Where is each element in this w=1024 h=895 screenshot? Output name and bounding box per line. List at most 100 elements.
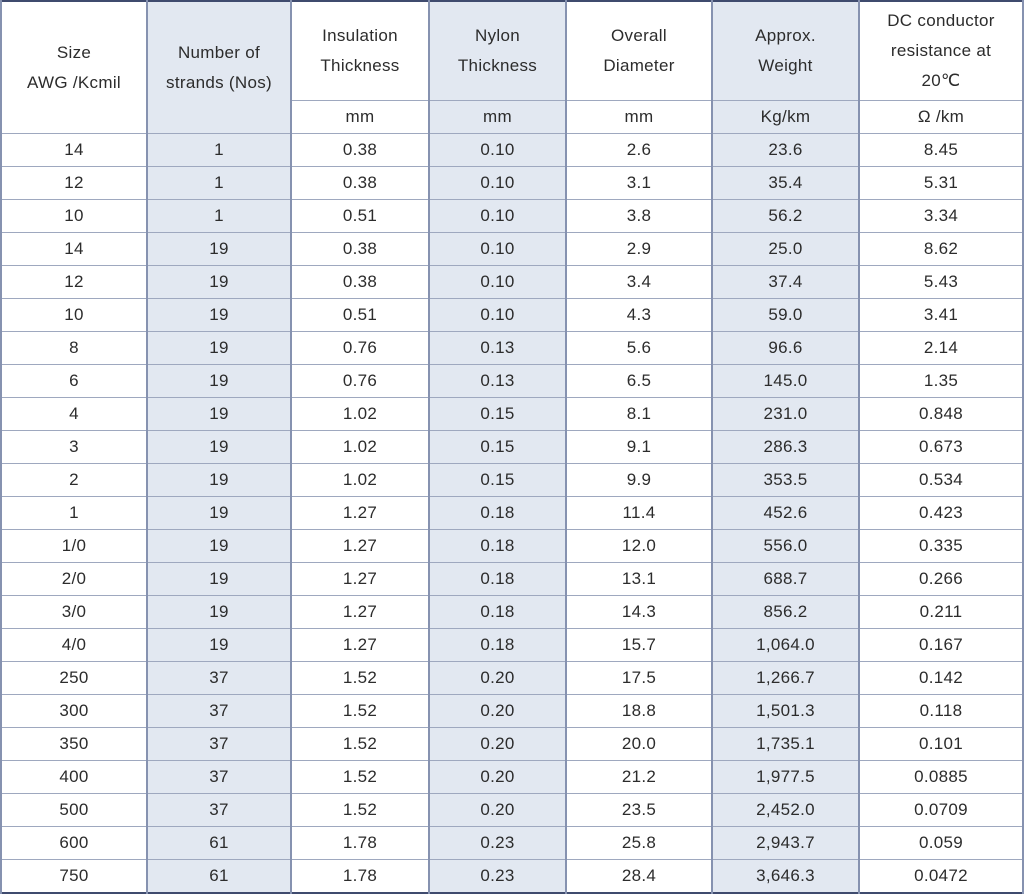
cell-insulation: 0.76: [290, 364, 430, 398]
cell-insulation: 1.27: [290, 529, 430, 563]
col-header-insulation-thickness: Insulation Thickness: [290, 0, 430, 101]
col-header-approx-weight: Approx. Weight: [711, 0, 860, 101]
cell-insulation: 1.02: [290, 463, 430, 497]
cell-resistance: 0.423: [858, 496, 1024, 530]
cell-strands: 37: [146, 694, 292, 728]
header-line: Diameter: [603, 56, 675, 75]
cell-resistance: 0.534: [858, 463, 1024, 497]
cell-size: 250: [0, 661, 148, 695]
cell-weight: 856.2: [711, 595, 860, 629]
cell-size: 2/0: [0, 562, 148, 596]
cell-insulation: 1.27: [290, 595, 430, 629]
cell-diameter: 9.9: [565, 463, 713, 497]
cell-nylon: 0.10: [428, 199, 567, 233]
cell-size: 1/0: [0, 529, 148, 563]
cell-insulation: 1.78: [290, 859, 430, 894]
cell-weight: 3,646.3: [711, 859, 860, 894]
cell-strands: 1: [146, 199, 292, 233]
cell-nylon: 0.20: [428, 760, 567, 794]
cell-strands: 19: [146, 232, 292, 266]
unit-insulation-mm: mm: [290, 100, 430, 134]
cell-resistance: 0.0472: [858, 859, 1024, 894]
cell-nylon: 0.10: [428, 166, 567, 200]
cell-resistance: 5.31: [858, 166, 1024, 200]
cell-nylon: 0.13: [428, 331, 567, 365]
header-line: Approx.: [755, 26, 816, 45]
cell-size: 3: [0, 430, 148, 464]
cell-size: 400: [0, 760, 148, 794]
table-body: 14 1 0.38 0.10 2.6 23.6 8.45 12 1 0.38 0.10 3.1 35.4…: [0, 133, 1024, 894]
table-row: 4/0 19 1.27 0.18 15.7 1,064.0 0.167: [0, 628, 1024, 662]
cell-resistance: 0.167: [858, 628, 1024, 662]
table-row: 6 19 0.76 0.13 6.5 145.0 1.35: [0, 364, 1024, 398]
cell-weight: 145.0: [711, 364, 860, 398]
cell-diameter: 25.8: [565, 826, 713, 860]
cell-diameter: 15.7: [565, 628, 713, 662]
cell-strands: 19: [146, 298, 292, 332]
cell-size: 10: [0, 199, 148, 233]
cell-size: 10: [0, 298, 148, 332]
cell-weight: 96.6: [711, 331, 860, 365]
cell-insulation: 1.52: [290, 727, 430, 761]
header-line: Number of: [177, 42, 261, 62]
cell-resistance: 0.848: [858, 397, 1024, 431]
cell-size: 300: [0, 694, 148, 728]
cell-nylon: 0.18: [428, 529, 567, 563]
header-line: Thickness: [457, 56, 538, 75]
cell-insulation: 1.52: [290, 661, 430, 695]
cell-weight: 1,501.3: [711, 694, 860, 728]
cell-diameter: 8.1: [565, 397, 713, 431]
cell-strands: 61: [146, 826, 292, 860]
cell-nylon: 0.18: [428, 562, 567, 596]
cell-weight: 1,266.7: [711, 661, 860, 695]
cell-diameter: 3.4: [565, 265, 713, 299]
unit-weight-kg-km: Kg/km: [711, 100, 860, 134]
col-header-strands: Number of strands (Nos): [146, 0, 292, 134]
cell-strands: 19: [146, 595, 292, 629]
cell-resistance: 0.0709: [858, 793, 1024, 827]
cell-insulation: 0.38: [290, 265, 430, 299]
table-row: 10 19 0.51 0.10 4.3 59.0 3.41: [0, 298, 1024, 332]
cell-insulation: 1.27: [290, 628, 430, 662]
cell-insulation: 0.51: [290, 199, 430, 233]
cell-strands: 19: [146, 628, 292, 662]
cell-strands: 19: [146, 430, 292, 464]
cell-weight: 2,452.0: [711, 793, 860, 827]
cell-insulation: 0.38: [290, 232, 430, 266]
cell-weight: 2,943.7: [711, 826, 860, 860]
cell-weight: 35.4: [711, 166, 860, 200]
cell-nylon: 0.15: [428, 397, 567, 431]
cell-resistance: 3.34: [858, 199, 1024, 233]
table-row: 2 19 1.02 0.15 9.9 353.5 0.534: [0, 463, 1024, 497]
cell-weight: 1,735.1: [711, 727, 860, 761]
cell-nylon: 0.20: [428, 793, 567, 827]
cell-weight: 452.6: [711, 496, 860, 530]
cell-strands: 37: [146, 793, 292, 827]
cell-resistance: 0.211: [858, 595, 1024, 629]
cell-diameter: 18.8: [565, 694, 713, 728]
header-line: DC conductor: [887, 11, 995, 30]
cell-resistance: 2.14: [858, 331, 1024, 365]
cell-insulation: 1.02: [290, 397, 430, 431]
cell-diameter: 23.5: [565, 793, 713, 827]
cell-diameter: 21.2: [565, 760, 713, 794]
col-header-dc-resistance: DC conductor resistance at 20℃: [858, 0, 1024, 101]
table-row: 3/0 19 1.27 0.18 14.3 856.2 0.211: [0, 595, 1024, 629]
cell-weight: 688.7: [711, 562, 860, 596]
cell-weight: 1,977.5: [711, 760, 860, 794]
cell-diameter: 9.1: [565, 430, 713, 464]
cell-weight: 556.0: [711, 529, 860, 563]
cell-diameter: 3.8: [565, 199, 713, 233]
cell-nylon: 0.10: [428, 232, 567, 266]
cell-size: 4/0: [0, 628, 148, 662]
table-row: 14 19 0.38 0.10 2.9 25.0 8.62: [0, 232, 1024, 266]
unit-diameter-mm: mm: [565, 100, 713, 134]
header-line: Weight: [758, 56, 813, 75]
cell-diameter: 20.0: [565, 727, 713, 761]
cell-nylon: 0.20: [428, 694, 567, 728]
cell-resistance: 0.266: [858, 562, 1024, 596]
cell-strands: 19: [146, 496, 292, 530]
cell-resistance: 0.335: [858, 529, 1024, 563]
cell-diameter: 6.5: [565, 364, 713, 398]
